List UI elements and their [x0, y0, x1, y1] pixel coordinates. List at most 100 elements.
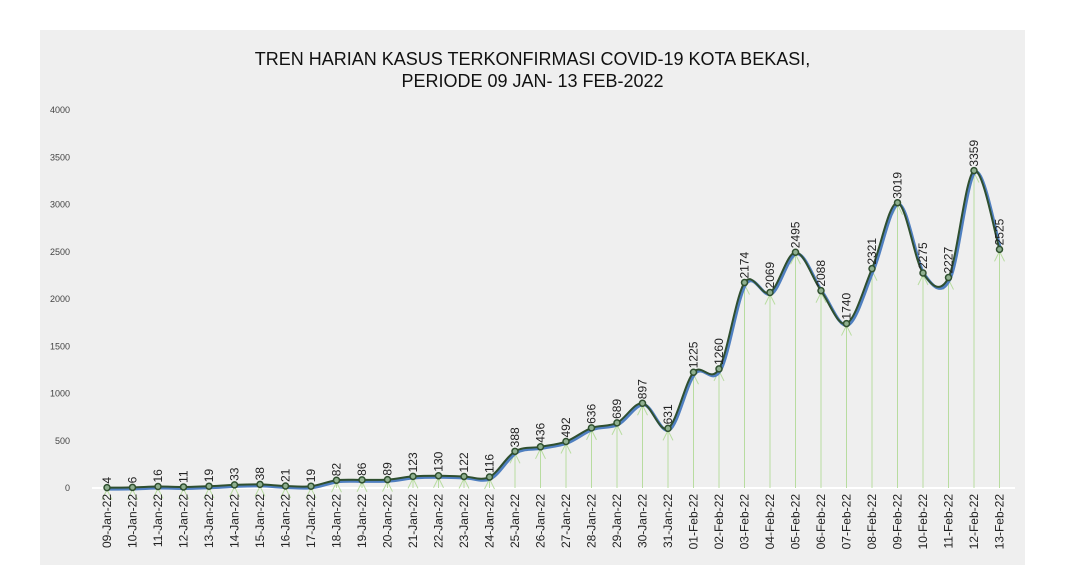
data-point [562, 437, 570, 446]
data-point [434, 471, 443, 480]
data-point [511, 447, 519, 456]
data-point [536, 443, 545, 451]
data-point [358, 476, 366, 484]
data-label: 2174 [738, 252, 752, 279]
data-label: 86 [355, 462, 369, 476]
series-line-shadow [108, 170, 1003, 491]
data-label: 38 [253, 467, 267, 481]
data-point [307, 482, 315, 490]
data-label: 19 [202, 469, 216, 483]
data-point [715, 365, 723, 373]
data-point [766, 288, 774, 297]
data-label: 388 [508, 427, 522, 447]
data-label: 2495 [789, 221, 803, 248]
data-label: 436 [534, 422, 548, 442]
x-tick-label: 12-Feb-22 [967, 494, 981, 550]
data-label: 2275 [916, 242, 930, 269]
data-label: 1225 [687, 341, 701, 368]
x-tick-label: 28-Jan-22 [585, 494, 599, 548]
data-point [587, 424, 596, 432]
data-point [205, 482, 213, 490]
data-point [409, 472, 417, 481]
x-tick-label: 09-Feb-22 [891, 494, 905, 550]
data-label: 2088 [814, 260, 828, 287]
x-tick-label: 27-Jan-22 [559, 494, 573, 548]
data-point [919, 269, 927, 277]
data-label: 123 [406, 452, 420, 472]
data-label: 33 [228, 467, 242, 481]
data-point [842, 319, 851, 328]
data-point [154, 482, 162, 491]
data-point [485, 473, 494, 481]
x-tick-label: 22-Jan-22 [432, 494, 446, 548]
data-label: 116 [483, 454, 497, 473]
y-tick-label: 1000 [50, 389, 70, 399]
y-tick-label: 3000 [50, 200, 70, 210]
data-point [791, 248, 800, 256]
x-tick-label: 30-Jan-22 [636, 494, 650, 548]
x-tick-label: 23-Jan-22 [457, 494, 471, 548]
data-label: 3019 [891, 172, 905, 199]
y-tick-label: 1500 [50, 341, 70, 351]
x-tick-label: 14-Jan-22 [228, 494, 242, 548]
data-point [230, 481, 239, 489]
data-point [128, 483, 137, 492]
data-point [256, 480, 264, 489]
data-point [944, 273, 953, 282]
x-tick-label: 25-Jan-22 [508, 494, 522, 548]
data-label: 1260 [712, 338, 726, 365]
data-point [613, 419, 621, 427]
chart-title: TREN HARIAN KASUS TERKONFIRMASI COVID-19… [40, 48, 1025, 92]
x-tick-label: 12-Jan-22 [177, 494, 191, 548]
data-label: 897 [636, 379, 650, 399]
x-tick-label: 03-Feb-22 [738, 494, 752, 550]
x-tick-label: 08-Feb-22 [865, 494, 879, 550]
data-point [332, 476, 341, 485]
x-tick-label: 16-Jan-22 [279, 494, 293, 548]
y-tick-label: 0 [65, 483, 70, 493]
data-point [179, 483, 188, 491]
x-tick-label: 06-Feb-22 [814, 494, 828, 550]
y-tick-label: 2000 [50, 294, 70, 304]
data-label: 19 [304, 469, 318, 483]
data-label: 2069 [763, 261, 777, 288]
series-line [106, 169, 1001, 489]
x-tick-label: 17-Jan-22 [304, 494, 318, 548]
y-tick-label: 2500 [50, 247, 70, 257]
data-point [817, 286, 825, 295]
data-point [995, 245, 1004, 254]
y-tick-label: 500 [55, 436, 70, 446]
data-point [281, 482, 290, 490]
data-label: 82 [330, 463, 344, 477]
x-tick-label: 05-Feb-22 [789, 494, 803, 550]
data-label: 89 [381, 462, 395, 476]
data-point [383, 475, 392, 484]
x-tick-label: 11-Feb-22 [942, 494, 956, 549]
data-label: 4 [100, 477, 114, 484]
data-label: 492 [559, 417, 573, 437]
chart-title-line2: PERIODE 09 JAN- 13 FEB-2022 [401, 71, 664, 91]
data-label: 1740 [840, 293, 854, 320]
x-tick-label: 26-Jan-22 [534, 494, 548, 548]
x-tick-label: 29-Jan-22 [610, 494, 624, 548]
x-tick-label: 13-Feb-22 [993, 494, 1007, 550]
data-point [460, 472, 468, 481]
data-label: 2321 [865, 238, 879, 265]
x-tick-label: 02-Feb-22 [712, 494, 726, 550]
data-point [970, 166, 978, 175]
x-tick-label: 13-Jan-22 [202, 494, 216, 548]
y-tick-label: 3500 [50, 152, 70, 162]
data-label: 689 [610, 399, 624, 419]
x-tick-label: 10-Feb-22 [916, 494, 930, 550]
x-tick-label: 20-Jan-22 [381, 494, 395, 548]
data-label: 11 [177, 470, 191, 483]
x-tick-label: 24-Jan-22 [483, 494, 497, 548]
data-point [103, 483, 111, 492]
data-label: 130 [432, 451, 446, 471]
x-tick-label: 31-Jan-22 [661, 494, 675, 548]
data-label: 636 [585, 404, 599, 424]
x-tick-label: 01-Feb-22 [687, 494, 701, 550]
data-point [689, 368, 698, 376]
data-label: 21 [279, 468, 293, 482]
